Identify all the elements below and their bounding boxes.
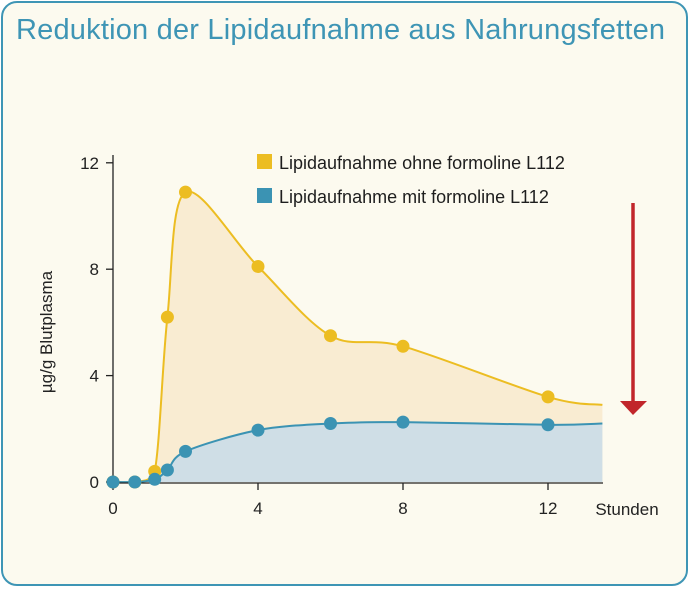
data-point-1-8 — [541, 418, 555, 432]
data-point-0-5 — [251, 260, 265, 273]
data-point-1-6 — [324, 417, 337, 430]
series-area-0 — [113, 191, 603, 483]
axes — [112, 155, 603, 484]
legend-swatch-ohne — [257, 154, 272, 169]
y-tick-label: 4 — [90, 367, 99, 386]
legend-label-ohne: Lipidaufnahme ohne formoline L112 — [279, 153, 565, 173]
x-axis-label: Stunden — [595, 500, 658, 519]
data-point-0-8 — [541, 390, 555, 404]
data-point-0-3 — [160, 310, 174, 324]
data-point-0-6 — [324, 329, 337, 343]
data-point-0-7 — [396, 339, 410, 353]
y-tick-label: 8 — [90, 260, 99, 279]
legend: Lipidaufnahme ohne formoline L112 Lipida… — [257, 153, 565, 207]
chart-title: Reduktion der Lipidaufnahme aus Nahrungs… — [16, 14, 666, 46]
x-tick-label: 0 — [108, 499, 117, 518]
data-point-1-3 — [160, 463, 174, 477]
series-areas — [113, 191, 603, 483]
down-arrow-icon — [620, 203, 647, 415]
y-axis-label: µg/g Blutplasma — [37, 270, 56, 393]
data-point-0-4 — [179, 185, 192, 199]
data-point-1-1 — [128, 475, 142, 489]
data-point-1-4 — [179, 444, 192, 458]
ticks: 0 4 8 12 0 4 8 12 — [80, 154, 557, 518]
x-tick-label: 12 — [539, 499, 558, 518]
data-point-1-2 — [148, 472, 162, 486]
series-area-1 — [113, 422, 603, 483]
legend-label-mit: Lipidaufnahme mit formoline L112 — [279, 187, 549, 207]
data-points — [106, 185, 555, 489]
data-point-1-7 — [396, 415, 410, 429]
data-point-1-0 — [106, 475, 120, 489]
y-tick-label: 0 — [90, 473, 99, 492]
y-tick-label: 12 — [80, 154, 99, 173]
legend-swatch-mit — [257, 188, 272, 203]
data-point-1-5 — [251, 423, 265, 437]
x-tick-label: 4 — [253, 499, 262, 518]
x-tick-label: 8 — [398, 499, 407, 518]
